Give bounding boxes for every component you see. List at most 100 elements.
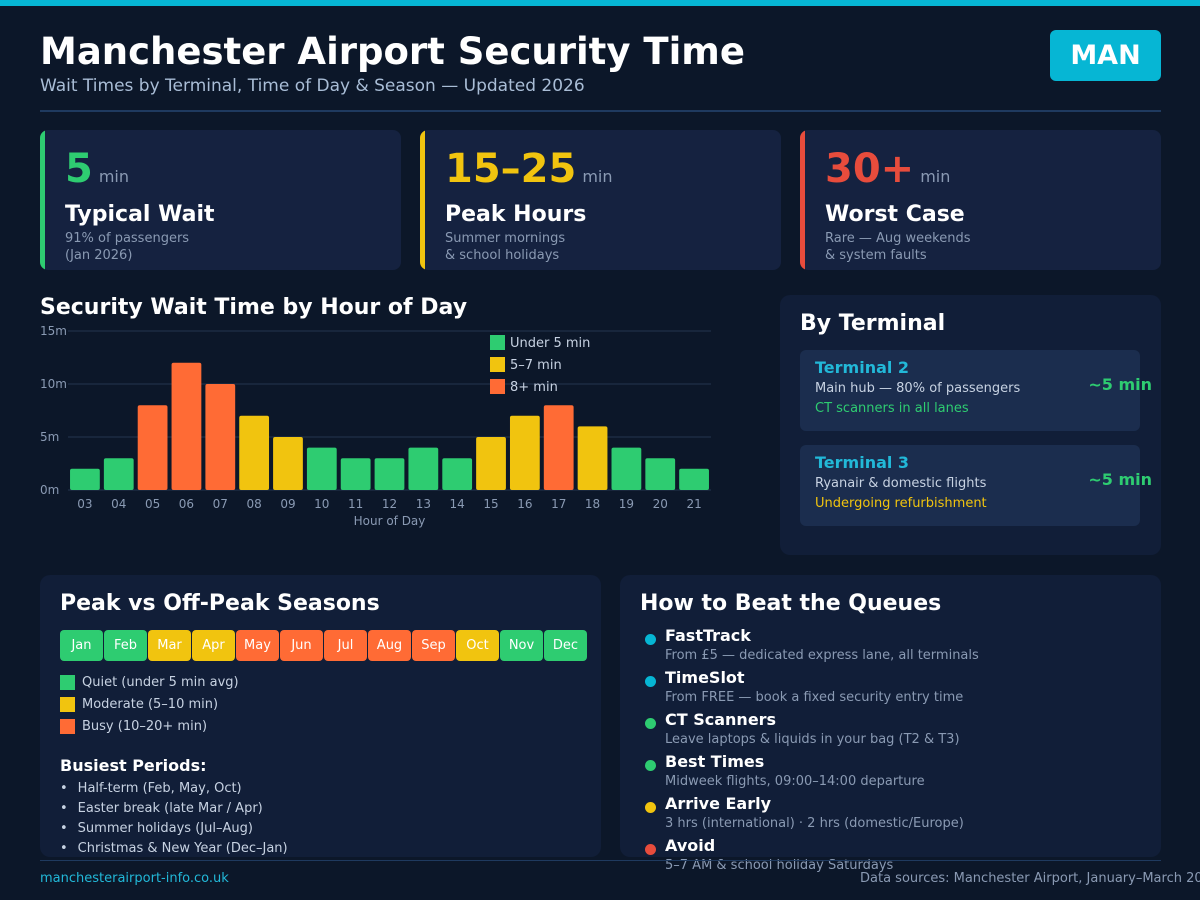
stat-value: 15–25 min — [445, 146, 613, 192]
header-divider — [40, 110, 1161, 112]
x-tick-label: 10 — [314, 497, 329, 511]
top-accent-bar — [0, 0, 1200, 6]
stat-unit: min — [582, 167, 613, 186]
list-item: Summer holidays (Jul–Aug) — [60, 821, 288, 841]
list-item: Half-term (Feb, May, Oct) — [60, 781, 288, 801]
stat-label: Typical Wait — [65, 202, 215, 227]
y-tick-label: 15m — [40, 324, 67, 338]
x-tick-label: 18 — [585, 497, 600, 511]
x-tick-label: 20 — [653, 497, 668, 511]
month-cell-jan: Jan — [60, 630, 103, 661]
stat-label: Peak Hours — [445, 202, 587, 227]
x-tick-label: 21 — [686, 497, 701, 511]
bar-20 — [645, 458, 676, 490]
stat-value: 5 min — [65, 146, 130, 192]
bullet-dot-icon — [645, 634, 656, 645]
month-cell-apr: Apr — [192, 630, 235, 661]
seasons-panel: Peak vs Off-Peak Seasons Jan Feb Mar Apr May… — [40, 575, 601, 857]
legend-swatch — [60, 697, 75, 712]
month-cell-jun: Jun — [280, 630, 323, 661]
tips-title: How to Beat the Queues — [640, 591, 942, 616]
stat-value: 30+ min — [825, 146, 951, 192]
list-item: Easter break (late Mar / Apr) — [60, 801, 288, 821]
stat-card-typical: 5 min Typical Wait 91% of passengers (Jan … — [40, 130, 401, 270]
terminal-wait: ~5 min — [1088, 470, 1152, 489]
legend-label: 8+ min — [510, 380, 558, 395]
terminal-wait: ~5 min — [1088, 375, 1152, 394]
page-title: Manchester Airport Security Time — [40, 30, 745, 73]
bar-10 — [306, 447, 337, 490]
page-subtitle: Wait Times by Terminal, Time of Day & Se… — [40, 76, 585, 96]
terminal-card-t3: Terminal 3 Ryanair & domestic flights Un… — [800, 445, 1152, 526]
bar-07 — [205, 384, 236, 490]
terminal-name: Terminal 2 — [815, 358, 910, 377]
month-cell-nov: Nov — [500, 630, 543, 661]
legend-swatch — [60, 719, 75, 734]
bullet-dot-icon — [645, 760, 656, 771]
footer-data-sources: Data sources: Manchester Airport, Januar… — [860, 871, 1200, 886]
x-tick-label: 17 — [551, 497, 566, 511]
bar-16 — [509, 415, 540, 490]
terminal-panel-title: By Terminal — [800, 311, 946, 336]
stat-unit: min — [920, 167, 951, 186]
y-tick-label: 0m — [40, 483, 59, 497]
x-tick-label: 13 — [416, 497, 431, 511]
bar-21 — [679, 468, 709, 490]
stat-unit: min — [98, 167, 130, 186]
wait-time-bar-chart: 0m 5m 10m 15m 03 04 05 06 07 08 09 10 11 12 13 14 15 16 17… — [40, 324, 711, 528]
legend-label: Under 5 min — [510, 336, 590, 351]
x-tick-label: 03 — [77, 497, 92, 511]
stat-label: Worst Case — [825, 202, 965, 227]
legend-label: 5–7 min — [510, 358, 562, 373]
bar-09 — [273, 437, 303, 490]
y-tick-label: 5m — [40, 430, 59, 444]
bar-13 — [408, 447, 439, 490]
airport-code-badge: MAN — [1050, 30, 1161, 81]
chart-title: Security Wait Time by Hour of Day — [40, 295, 468, 320]
bar-06 — [171, 362, 202, 490]
stat-note: Rare — Aug weekends & system faults — [825, 231, 971, 263]
month-strip: Jan Feb Mar Apr May Jun Jul Aug Sep Oct Nov Dec — [60, 630, 587, 661]
x-tick-label: 08 — [246, 497, 261, 511]
month-cell-oct: Oct — [456, 630, 499, 661]
month-cell-may: May — [236, 630, 279, 661]
bar-14 — [442, 458, 473, 490]
terminal-name: Terminal 3 — [815, 453, 910, 472]
bar-05 — [137, 405, 168, 490]
x-tick-label: 19 — [619, 497, 634, 511]
x-tick-label: 14 — [450, 497, 465, 511]
terminal-card-t2: Terminal 2 Main hub — 80% of passengers … — [800, 350, 1152, 431]
seasons-title: Peak vs Off-Peak Seasons — [60, 591, 380, 616]
stat-accent — [800, 130, 805, 270]
terminal-note: CT scanners in all lanes — [815, 401, 969, 416]
x-tick-label: 16 — [517, 497, 532, 511]
bar-17 — [543, 405, 574, 490]
x-tick-label: 07 — [213, 497, 228, 511]
season-legend-quiet: Quiet (under 5 min avg) — [60, 675, 239, 690]
terminal-description: Ryanair & domestic flights — [815, 476, 987, 491]
busiest-periods-heading: Busiest Periods: — [60, 756, 207, 775]
bar-12 — [374, 458, 405, 490]
month-cell-feb: Feb — [104, 630, 147, 661]
season-legend-busy: Busy (10–20+ min) — [60, 719, 207, 734]
footer-divider — [40, 860, 1161, 861]
footer-website-link[interactable]: manchesterairport-info.co.uk — [40, 871, 229, 886]
bar-08 — [239, 415, 270, 490]
month-cell-mar: Mar — [148, 630, 191, 661]
bar-18 — [577, 426, 608, 490]
bullet-dot-icon — [645, 802, 656, 813]
month-cell-aug: Aug — [368, 630, 411, 661]
bar-15 — [476, 437, 506, 490]
bar-04 — [103, 458, 134, 490]
x-tick-label: 15 — [483, 497, 498, 511]
x-tick-label: 06 — [179, 497, 194, 511]
x-tick-label: 12 — [382, 497, 397, 511]
terminal-panel: By Terminal Terminal 2 Main hub — 80% of… — [780, 295, 1161, 555]
bar-19 — [611, 447, 642, 490]
legend-swatch — [490, 357, 505, 372]
stat-note: 91% of passengers (Jan 2026) — [65, 231, 190, 263]
bullet-dot-icon — [645, 676, 656, 687]
legend-swatch — [60, 675, 75, 690]
x-tick-label: 11 — [348, 497, 363, 511]
x-tick-label: 09 — [280, 497, 295, 511]
